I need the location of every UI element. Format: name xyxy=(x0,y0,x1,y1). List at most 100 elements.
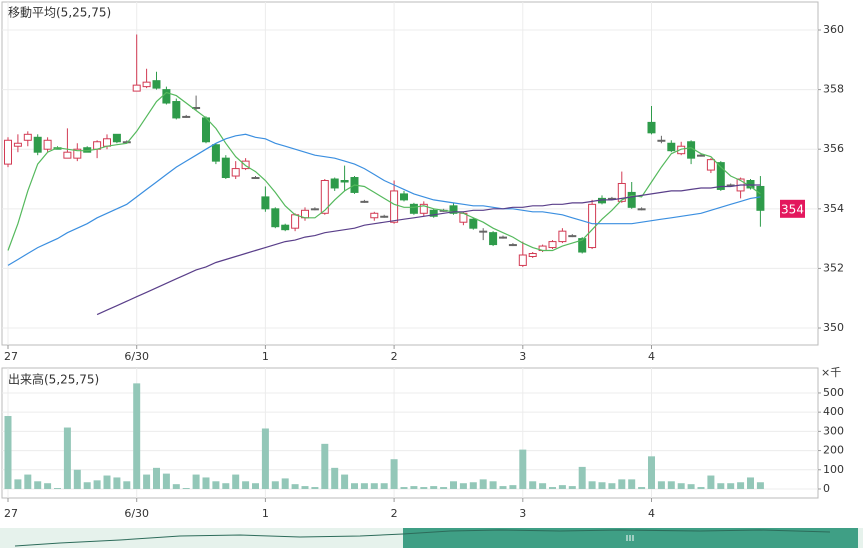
volume-unit: ×千 xyxy=(821,366,841,379)
candle-body xyxy=(380,215,389,218)
volume-bar xyxy=(113,477,121,489)
y-tick-label: 350 xyxy=(823,321,844,334)
x-tick-label: 27 xyxy=(4,350,18,363)
volume-bar xyxy=(54,488,61,489)
candle-body xyxy=(112,133,121,143)
y-tick-label: 400 xyxy=(823,405,844,418)
volume-bar xyxy=(380,483,388,489)
volume-bar xyxy=(83,482,91,489)
x-tick-label: 1 xyxy=(262,350,269,363)
candle-body xyxy=(261,196,270,210)
volume-bar xyxy=(24,474,32,489)
volume-bar xyxy=(400,487,408,489)
volume-bar xyxy=(529,481,537,489)
candle-body xyxy=(221,157,230,179)
x-tick-label: 4 xyxy=(648,507,655,520)
volume-bar xyxy=(707,475,715,489)
volume-bar xyxy=(618,479,626,489)
volume-bar xyxy=(667,481,675,489)
candle-body xyxy=(518,254,527,266)
volume-bar xyxy=(370,483,378,489)
volume-bar xyxy=(153,467,160,489)
candle-body xyxy=(360,200,369,203)
y-tick-label: 0 xyxy=(823,482,830,495)
volume-bar xyxy=(479,479,487,489)
volume-bar xyxy=(608,483,616,489)
candle-body xyxy=(528,253,537,257)
candle-body xyxy=(33,136,42,153)
candle-body xyxy=(558,230,567,243)
candle-body xyxy=(281,224,290,231)
candle-body xyxy=(508,244,517,247)
volume-bar xyxy=(4,416,12,489)
x-tick-label: 2 xyxy=(391,507,398,520)
volume-bar xyxy=(93,480,101,489)
candle-body xyxy=(687,141,696,159)
volume-bar xyxy=(440,487,448,489)
candle-body xyxy=(13,142,22,147)
volume-bar xyxy=(301,486,309,489)
volume-bar xyxy=(657,481,665,489)
last-price-badge xyxy=(780,199,805,218)
volume-panel xyxy=(1,367,819,499)
volume-bar xyxy=(341,474,349,489)
candle-body xyxy=(667,142,676,152)
candle-body xyxy=(697,154,705,157)
volume-bar xyxy=(717,483,725,489)
volume-bar xyxy=(202,477,210,489)
candle-body xyxy=(419,203,428,214)
candle-body xyxy=(647,121,656,134)
x-tick-label: 1 xyxy=(262,507,269,520)
volume-bar xyxy=(360,483,368,489)
x-tick-label: 4 xyxy=(648,350,655,363)
volume-bar xyxy=(459,483,467,489)
volume-bar xyxy=(133,383,141,489)
candle-body xyxy=(162,89,171,104)
volume-bar xyxy=(469,482,477,489)
volume-bar xyxy=(73,469,81,489)
y-tick-label: 360 xyxy=(823,23,844,36)
price-panel xyxy=(1,1,819,346)
volume-bar xyxy=(63,427,71,489)
candle-body xyxy=(152,80,161,89)
candle-body xyxy=(469,218,478,229)
candle-body xyxy=(409,203,418,214)
volume-bar xyxy=(192,474,200,489)
navigator[interactable] xyxy=(0,528,863,548)
y-tick-label: 354 xyxy=(823,202,844,215)
candle-body xyxy=(479,230,488,233)
volume-bar xyxy=(172,484,180,489)
volume-bar xyxy=(420,487,428,489)
volume-bar xyxy=(242,481,250,489)
candle-body xyxy=(132,84,141,92)
volume-bar xyxy=(638,487,646,489)
volume-bar xyxy=(281,478,289,489)
x-tick-label: 6/30 xyxy=(124,350,149,363)
candle-body xyxy=(617,182,626,202)
candle-body xyxy=(400,193,408,201)
y-tick-label: 200 xyxy=(823,444,844,457)
volume-bar xyxy=(222,483,230,489)
candle-body xyxy=(330,178,339,189)
candle-body xyxy=(172,101,181,119)
candle-body xyxy=(182,115,191,118)
candle-body xyxy=(756,185,765,211)
candle-body xyxy=(588,203,597,249)
candle-body xyxy=(23,133,32,141)
volume-bar xyxy=(390,459,398,489)
volume-bar xyxy=(499,486,507,489)
x-tick-label: 6/30 xyxy=(124,507,149,520)
y-tick-label: 352 xyxy=(823,261,844,274)
volume-bar xyxy=(628,479,636,489)
candle-body xyxy=(251,177,260,180)
volume-bar xyxy=(677,483,685,489)
volume-bar xyxy=(558,485,566,489)
candle-body xyxy=(43,139,52,150)
x-tick-label: 3 xyxy=(519,507,526,520)
y-tick-label: 358 xyxy=(823,83,844,96)
candle-body xyxy=(677,145,686,155)
candle-body xyxy=(548,241,557,249)
navigator-grip[interactable] xyxy=(626,535,634,541)
candle-body xyxy=(142,81,151,88)
x-tick-label: 27 xyxy=(4,507,18,520)
